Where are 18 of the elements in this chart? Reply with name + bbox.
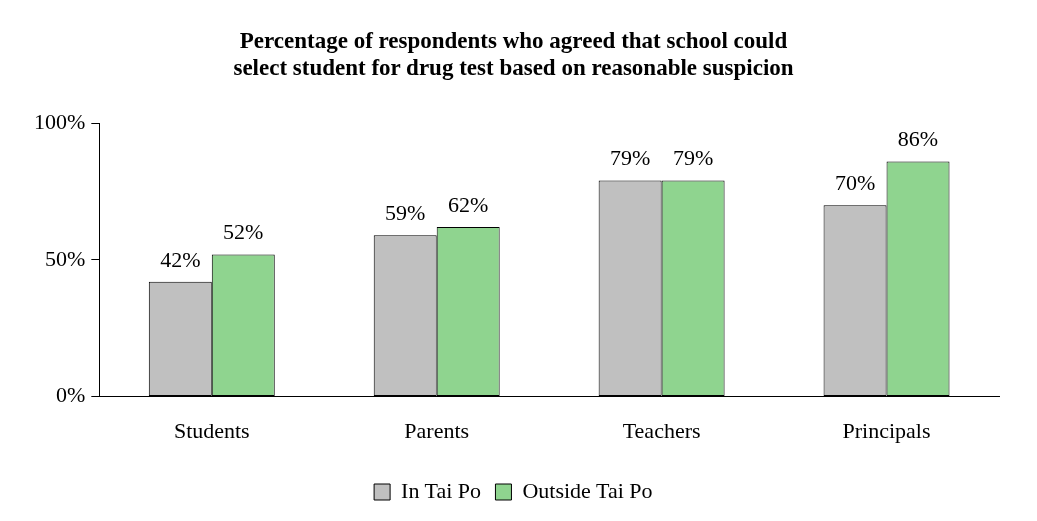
x-tick-label: Teachers [622, 417, 701, 443]
y-tick-label: 100% [34, 108, 86, 134]
data-label: 62% [448, 191, 489, 217]
legend-label: Outside Tai Po [522, 477, 653, 503]
data-label: 86% [897, 126, 939, 152]
data-label: 59% [385, 200, 426, 226]
data-label: 79% [609, 145, 651, 171]
legend-label: In Tai Po [401, 477, 482, 503]
data-label: 79% [672, 145, 714, 171]
chart-title: Percentage of respondents who agreed that school could select student for drug test based on reasonable suspicion [233, 27, 794, 81]
data-label: 70% [834, 170, 876, 195]
y-tick-label: 0% [56, 382, 86, 408]
x-tick-label: Parents [404, 417, 470, 443]
data-label: 42% [160, 246, 201, 272]
x-tick-label: Students [173, 417, 250, 443]
data-label: 52% [223, 219, 264, 245]
y-tick-label: 50% [45, 245, 86, 271]
x-tick-label: Principals [842, 417, 931, 443]
